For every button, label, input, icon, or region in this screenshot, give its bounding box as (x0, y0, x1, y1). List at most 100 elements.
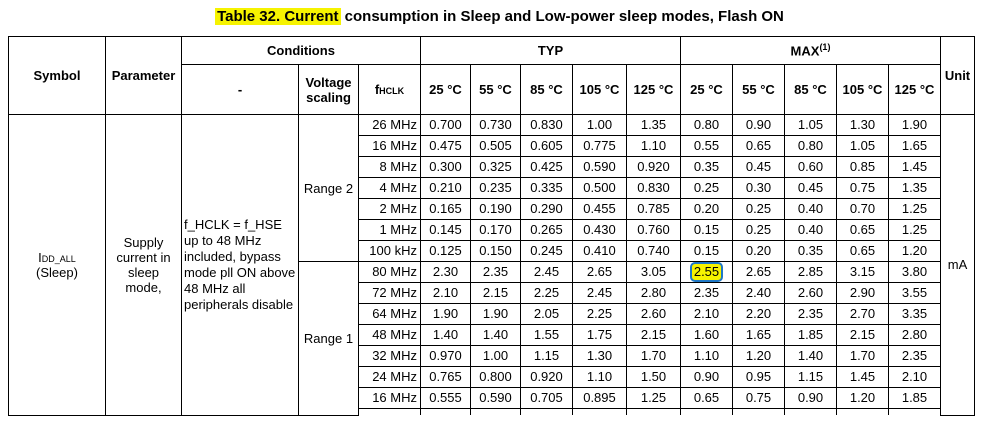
empty-cell (520, 408, 573, 415)
empty-cell (358, 408, 421, 415)
unit-cell: mA (940, 114, 975, 416)
max-value-cell: 3.80 (888, 261, 941, 283)
empty-cell (836, 408, 889, 415)
max-value-cell: 1.10 (680, 345, 733, 367)
max-value-cell: 0.60 (784, 156, 837, 178)
typ-value-cell: 1.25 (626, 387, 681, 409)
freq-cell: 80 MHz (358, 261, 421, 283)
freq-cell: 8 MHz (358, 156, 421, 178)
header-typ-temp: 105 °C (572, 64, 627, 115)
max-value-cell: 2.60 (784, 282, 837, 304)
typ-value-cell: 2.10 (420, 282, 471, 304)
typ-value-cell: 0.555 (420, 387, 471, 409)
max-value-cell: 0.30 (732, 177, 785, 199)
max-value-cell: 0.65 (836, 240, 889, 262)
max-value-cell: 2.20 (732, 303, 785, 325)
typ-value-cell: 1.15 (520, 345, 573, 367)
max-value-cell: 0.45 (732, 156, 785, 178)
max-value-cell: 0.35 (680, 156, 733, 178)
max-value-cell: 0.55 (680, 135, 733, 157)
typ-value-cell: 1.40 (420, 324, 471, 346)
header-unit: Unit (940, 36, 975, 115)
typ-value-cell: 0.590 (470, 387, 521, 409)
max-value-cell: 0.40 (784, 219, 837, 241)
typ-value-cell: 2.65 (572, 261, 627, 283)
max-value-cell: 2.55 (680, 261, 733, 283)
max-value-cell: 2.15 (836, 324, 889, 346)
max-value-cell: 2.35 (888, 345, 941, 367)
empty-cell (626, 408, 681, 415)
typ-value-cell: 2.60 (626, 303, 681, 325)
max-value-cell: 1.20 (836, 387, 889, 409)
header-symbol: Symbol (8, 36, 106, 115)
max-value-cell: 0.75 (836, 177, 889, 199)
typ-value-cell: 2.45 (520, 261, 573, 283)
max-value-cell: 0.20 (680, 198, 733, 220)
typ-value-cell: 2.30 (420, 261, 471, 283)
typ-value-cell: 2.25 (572, 303, 627, 325)
header-parameter: Parameter (105, 36, 182, 115)
max-value-cell: 3.15 (836, 261, 889, 283)
max-value-cell: 1.35 (888, 177, 941, 199)
table-title-rest: consumption in Sleep and Low-power sleep… (340, 8, 784, 25)
typ-value-cell: 0.500 (572, 177, 627, 199)
max-value-cell: 1.70 (836, 345, 889, 367)
typ-value-cell: 0.190 (470, 198, 521, 220)
max-value-cell: 1.65 (732, 324, 785, 346)
typ-value-cell: 2.15 (470, 282, 521, 304)
max-value-cell: 2.70 (836, 303, 889, 325)
typ-value-cell: 0.170 (470, 219, 521, 241)
max-value-cell: 1.25 (888, 198, 941, 220)
header-max-temp: 85 °C (784, 64, 837, 115)
symbol-mode: (Sleep) (36, 264, 78, 280)
empty-cell (784, 408, 837, 415)
typ-value-cell: 0.165 (420, 198, 471, 220)
table-row: 1 MHz 0.145 0.170 0.265 0.430 0.760 0.15 0.25 0.… (9, 219, 975, 241)
max-value-cell: 1.85 (888, 387, 941, 409)
typ-value-cell: 0.765 (420, 366, 471, 388)
max-value-cell: 1.45 (888, 156, 941, 178)
partial-row (9, 408, 975, 415)
typ-value-cell: 0.210 (420, 177, 471, 199)
max-value-cell: 0.45 (784, 177, 837, 199)
max-value-cell: 0.65 (732, 135, 785, 157)
freq-cell: 16 MHz (358, 135, 421, 157)
typ-value-cell: 0.830 (520, 114, 573, 136)
max-value-cell: 1.20 (888, 240, 941, 262)
header-fhclk-sub: HCLK (379, 86, 405, 96)
freq-cell: 100 kHz (358, 240, 421, 262)
max-value-cell: 1.05 (836, 135, 889, 157)
freq-cell: 2 MHz (358, 198, 421, 220)
typ-value-cell: 0.700 (420, 114, 471, 136)
typ-value-cell: 0.265 (520, 219, 573, 241)
typ-value-cell: 1.30 (572, 345, 627, 367)
header-max-footnote: (1) (819, 42, 831, 53)
typ-value-cell: 0.800 (470, 366, 521, 388)
max-value-cell: 2.10 (680, 303, 733, 325)
typ-value-cell: 0.830 (626, 177, 681, 199)
typ-value-cell: 0.740 (626, 240, 681, 262)
max-value-cell: 0.90 (784, 387, 837, 409)
max-value-cell: 2.65 (732, 261, 785, 283)
table-title: Table 32. Current consumption in Sleep a… (0, 8, 999, 25)
header-typ-temp: 25 °C (420, 64, 471, 115)
freq-cell: 24 MHz (358, 366, 421, 388)
freq-cell: 1 MHz (358, 219, 421, 241)
header-voltage-scaling: Voltage scaling (298, 64, 359, 115)
max-value-cell: 1.30 (836, 114, 889, 136)
header-typ-temp: 125 °C (626, 64, 681, 115)
freq-cell: 4 MHz (358, 177, 421, 199)
empty-cell (732, 408, 785, 415)
typ-value-cell: 1.00 (470, 345, 521, 367)
typ-value-cell: 0.760 (626, 219, 681, 241)
typ-value-cell: 1.40 (470, 324, 521, 346)
typ-value-cell: 2.35 (470, 261, 521, 283)
header-fhclk: fHCLK (358, 64, 421, 115)
max-value-cell: 0.70 (836, 198, 889, 220)
table-row: 72 MHz 2.10 2.15 2.25 2.45 2.80 2.35 2.40 2.60 2.… (9, 282, 975, 304)
typ-value-cell: 0.605 (520, 135, 573, 157)
table-title-highlight: Table 32. Current (215, 8, 341, 25)
empty-cell (572, 408, 627, 415)
freq-cell: 16 MHz (358, 387, 421, 409)
header-max-label: MAX (790, 43, 820, 59)
